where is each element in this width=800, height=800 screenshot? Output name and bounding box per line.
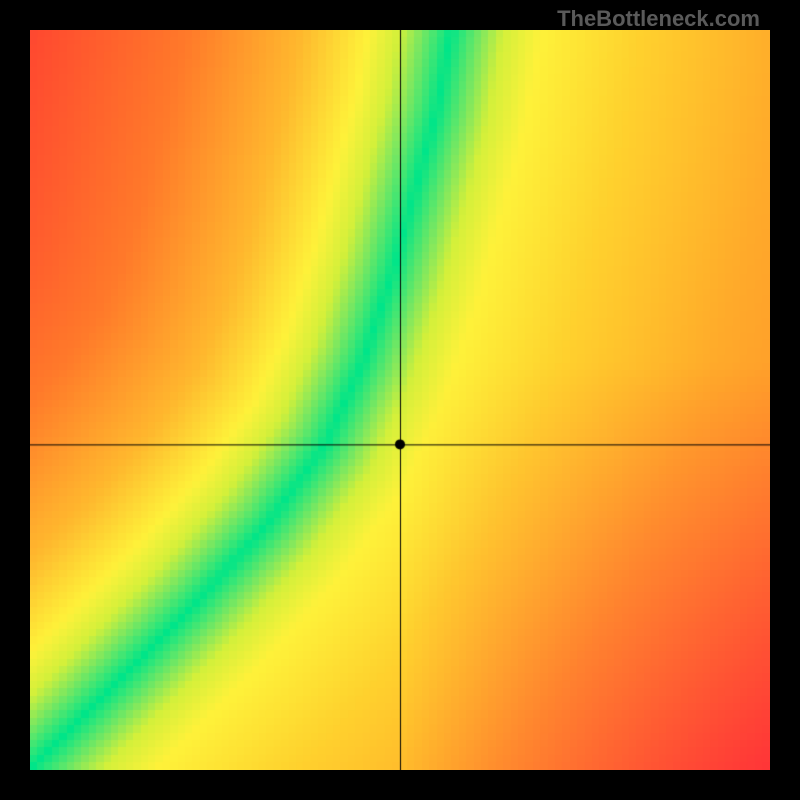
chart-container: TheBottleneck.com [0,0,800,800]
watermark-text: TheBottleneck.com [557,6,760,32]
heatmap-canvas [30,30,770,770]
